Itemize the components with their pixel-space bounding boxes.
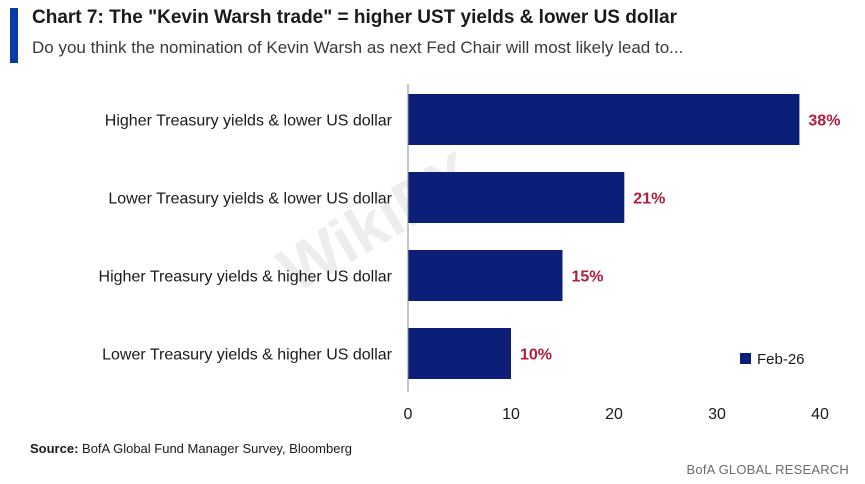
- source-text: BofA Global Fund Manager Survey, Bloombe…: [78, 441, 353, 456]
- source-note: Source: BofA Global Fund Manager Survey,…: [30, 441, 352, 456]
- x-tick-label: 10: [502, 406, 520, 423]
- x-tick-label: 30: [708, 406, 726, 423]
- category-label: Lower Treasury yields & higher US dollar: [102, 347, 393, 364]
- category-label: Lower Treasury yields & lower US dollar: [108, 191, 392, 208]
- x-tick-label: 0: [404, 406, 413, 423]
- bar: [408, 250, 563, 301]
- legend-label: Feb-26: [757, 351, 805, 368]
- source-label: Source:: [30, 441, 79, 456]
- legend-swatch: [740, 353, 751, 364]
- data-label: 21%: [633, 191, 665, 208]
- category-label: Higher Treasury yields & higher US dolla…: [99, 269, 393, 286]
- chart-title: Chart 7: The "Kevin Warsh trade" = highe…: [32, 7, 677, 28]
- data-label: 15%: [572, 269, 604, 286]
- x-tick-label: 20: [605, 406, 623, 423]
- x-tick-label: 40: [811, 406, 829, 423]
- data-label: 38%: [808, 113, 840, 130]
- brand-label: BofA GLOBAL RESEARCH: [686, 462, 849, 477]
- category-label: Higher Treasury yields & lower US dollar: [105, 113, 393, 130]
- chart-subtitle: Do you think the nomination of Kevin War…: [32, 38, 684, 57]
- data-label: 10%: [520, 347, 552, 364]
- bar: [408, 328, 511, 379]
- bar: [408, 172, 625, 223]
- title-accent-bar: [10, 8, 18, 63]
- bar: [408, 94, 800, 145]
